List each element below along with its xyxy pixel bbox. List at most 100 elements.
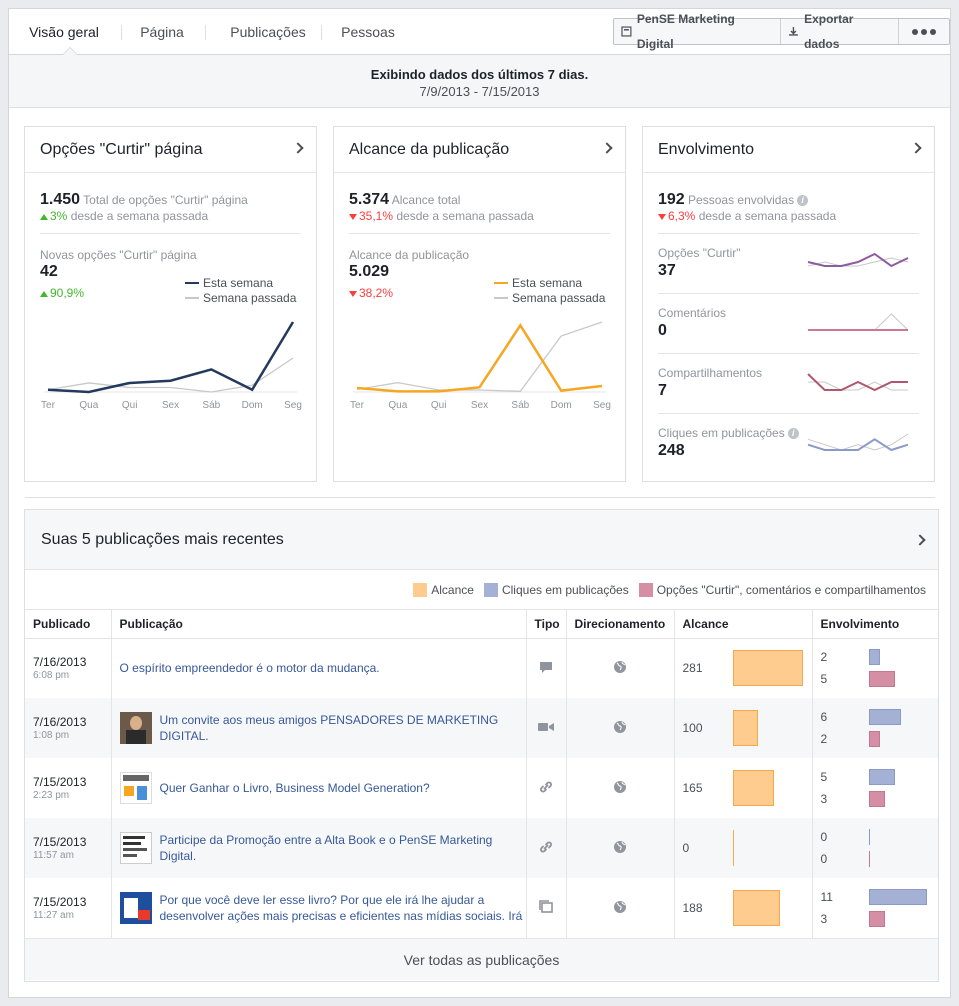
posts-legend: Alcance Cliques em publicações Opções "C… — [25, 570, 938, 610]
clicks-value: 0 — [820, 830, 828, 844]
header-actions: PenSE Marketing Digital Exportar dados — [613, 12, 950, 51]
card-title: Opções "Curtir" página — [40, 141, 203, 158]
targeting-cell — [566, 698, 675, 758]
x-tick-label: Dom — [551, 400, 572, 411]
post-thumbnail[interactable] — [119, 772, 152, 804]
reach-value: 100 — [682, 721, 703, 735]
metric-shares: Compartilhamentos 7 — [658, 354, 919, 414]
post-time: 1:08 pm — [33, 730, 70, 741]
likes-value: 2 — [820, 732, 828, 746]
post-link[interactable]: O espírito empreendedor é o motor da mud… — [119, 661, 380, 676]
card-title: Envolvimento — [658, 141, 755, 158]
chevron-right-icon[interactable] — [292, 142, 304, 154]
x-tick-label: Qui — [431, 400, 447, 411]
recent-posts-header[interactable]: Suas 5 publicações mais recentes — [25, 510, 938, 570]
chart-legend: Esta semana Semana passada — [494, 275, 605, 305]
table-row[interactable]: 7/16/2013 1:08 pm Um convite aos meus amig… — [25, 698, 938, 758]
reach-bar — [732, 770, 774, 806]
down-arrow-icon — [349, 291, 357, 297]
reach-delta: 35,1% — [359, 209, 394, 223]
post-date: 7/16/2013 — [33, 715, 87, 729]
posts-table: Publicado Publicação Tipo Direcionamento… — [25, 610, 938, 938]
likes-bar — [868, 731, 880, 747]
tab-page[interactable]: Página — [140, 24, 184, 40]
engagement-card: Envolvimento 192 Pessoas envolvidas i 6,3… — [642, 126, 935, 482]
post-cell: Um convite aos meus amigos PENSADORES DE… — [111, 698, 527, 758]
targeting-cell — [566, 818, 675, 878]
page-likes-card: Opções "Curtir" página 1.450 Total de op… — [24, 126, 317, 482]
post-reach-card-header[interactable]: Alcance da publicação — [334, 127, 625, 173]
see-all-posts-link[interactable]: Ver todas as publicações — [25, 938, 938, 980]
col-engagement[interactable]: Envolvimento — [812, 610, 938, 639]
post-date: 7/16/2013 — [33, 655, 87, 670]
col-reach[interactable]: Alcance — [674, 610, 813, 639]
reach-value: 165 — [682, 781, 703, 795]
chevron-right-icon[interactable] — [601, 142, 613, 154]
likes-bar — [868, 851, 870, 867]
published-cell: 7/15/2013 11:27 am — [25, 878, 112, 938]
page-button-label: PenSE Marketing Digital — [636, 11, 735, 51]
post-link[interactable]: Participe da Promoção entre a Alta Book … — [159, 833, 493, 863]
col-type[interactable]: Tipo — [526, 610, 567, 639]
tab-people[interactable]: Pessoas — [341, 24, 395, 40]
chevron-right-icon[interactable] — [910, 142, 922, 154]
page-likes-card-header[interactable]: Opções "Curtir" página — [25, 127, 316, 173]
active-tab-caret — [62, 47, 78, 55]
sparkline-last-week — [807, 433, 909, 451]
targeting-cell — [566, 758, 675, 818]
sparkline-last-week — [808, 313, 909, 331]
total-likes-value: 1.450 — [40, 191, 81, 208]
table-row[interactable]: 7/16/2013 6:08 pm O espírito empreendedor … — [25, 638, 938, 698]
post-date: 7/15/2013 — [33, 895, 87, 909]
x-tick-label: Sex — [162, 400, 179, 411]
legend-this-week: Esta semana — [185, 275, 296, 290]
page-button[interactable]: PenSE Marketing Digital — [614, 12, 782, 51]
likes-bar — [868, 671, 895, 688]
info-icon[interactable]: i — [787, 428, 799, 439]
post-reach-card: Alcance da publicação 5.374 Alcance tota… — [333, 126, 626, 482]
export-button[interactable]: Exportar dados — [781, 12, 899, 51]
engagement-card-header[interactable]: Envolvimento — [643, 127, 934, 173]
insights-page: Visão geral Página Publicações Pessoas P… — [8, 8, 951, 998]
post-thumbnail[interactable] — [119, 892, 152, 924]
reach-cell: 165 — [674, 758, 813, 818]
table-row[interactable]: 7/15/2013 11:57 am Participe da Promoção e… — [25, 818, 938, 878]
post-time: 6:08 pm — [33, 670, 70, 682]
post-thumbnail[interactable] — [119, 832, 152, 864]
post-thumbnail[interactable] — [119, 712, 152, 744]
post-link[interactable]: Por que você deve ler esse livro? Por qu… — [159, 893, 523, 923]
clicks-value: 11 — [820, 890, 833, 904]
post-link[interactable]: Quer Ganhar o Livro, Business Model Gene… — [159, 781, 430, 795]
divider — [349, 233, 610, 234]
banner-title: Exibindo dados dos últimos 7 dias. — [370, 67, 589, 82]
col-published[interactable]: Publicado — [25, 610, 112, 639]
legend-reach: Alcance — [413, 582, 474, 597]
chevron-right-icon[interactable] — [914, 534, 926, 546]
sparkline-this-week — [807, 252, 909, 268]
reach-bar — [732, 710, 758, 746]
col-targeting[interactable]: Direcionamento — [566, 610, 675, 639]
table-row[interactable]: 7/15/2013 2:23 pm Quer Ganhar o Livro, Bus… — [25, 758, 938, 818]
clicks-bar — [868, 769, 895, 785]
post-time: 2:23 pm — [33, 790, 70, 801]
likes-value: 3 — [820, 792, 828, 806]
chart-legend: Esta semana Semana passada — [185, 275, 296, 305]
reach-cell: 0 — [674, 818, 813, 878]
more-options-button[interactable] — [899, 19, 949, 44]
x-tick-label: Ter — [350, 400, 365, 411]
engagement-delta: 6,3% — [668, 209, 696, 223]
info-icon[interactable]: i — [797, 195, 809, 206]
reach-bar — [732, 830, 734, 866]
tab-posts[interactable]: Publicações — [230, 24, 306, 40]
metric-post-clicks: Cliques em publicações i 248 — [658, 414, 919, 474]
legend-clicks: Cliques em publicações — [483, 582, 629, 597]
tab-overview[interactable]: Visão geral — [29, 24, 99, 40]
metric-comments: Comentários 0 — [658, 294, 919, 354]
post-link[interactable]: Um convite aos meus amigos PENSADORES DE… — [159, 713, 499, 743]
col-post[interactable]: Publicação — [111, 610, 527, 639]
reach-cell: 281 — [674, 638, 813, 698]
new-likes-delta: 90,9% — [50, 286, 85, 300]
table-row[interactable]: 7/15/2013 11:27 am Por que você deve ler e… — [25, 878, 938, 938]
